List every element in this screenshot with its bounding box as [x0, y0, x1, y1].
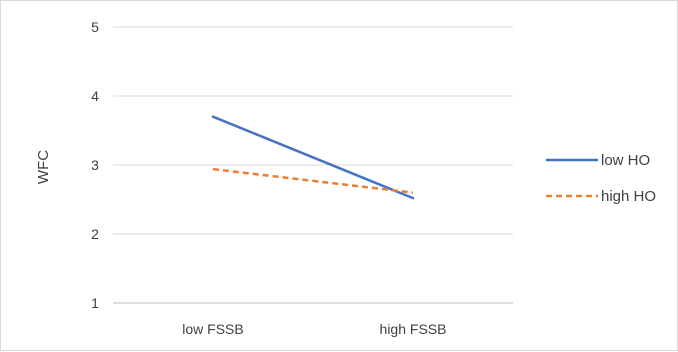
series-line-low-ho [211, 115, 415, 200]
y-axis-ticks: 1 2 3 4 5 [91, 19, 99, 311]
legend-label: low HO [601, 152, 650, 169]
x-axis-ticks: low FSSB high FSSB [182, 321, 446, 337]
y-axis-label: WFC [35, 150, 52, 184]
y-tick-label: 5 [91, 19, 99, 35]
y-tick-label: 3 [91, 157, 99, 173]
x-tick-label: high FSSB [380, 321, 447, 337]
gridlines [113, 26, 513, 304]
series-line-high-ho [212, 167, 414, 194]
y-tick-label: 1 [91, 295, 99, 311]
legend: low HO high HO [546, 152, 656, 205]
y-tick-label: 4 [91, 88, 99, 104]
x-tick-label: low FSSB [182, 321, 243, 337]
y-tick-label: 2 [91, 226, 99, 242]
plot-area [211, 115, 415, 200]
legend-label: high HO [601, 188, 656, 205]
